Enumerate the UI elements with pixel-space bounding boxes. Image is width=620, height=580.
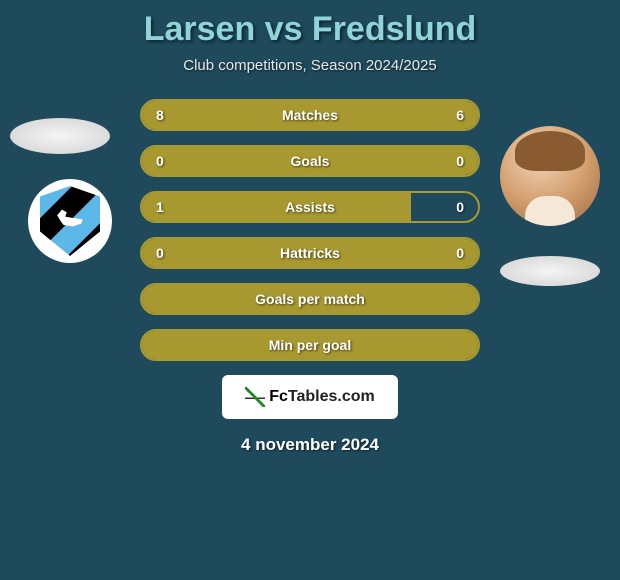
player-avatar-larsen bbox=[10, 118, 110, 154]
branding-text: FcTables.com bbox=[269, 388, 375, 406]
comparison-card: Larsen vs Fredslund Club competitions, S… bbox=[0, 0, 620, 455]
stat-label: Goals per match bbox=[182, 291, 438, 307]
shield-icon bbox=[40, 186, 100, 256]
stat-value-right: 0 bbox=[438, 245, 478, 261]
swan-icon bbox=[54, 204, 86, 232]
stat-value-right: 0 bbox=[438, 153, 478, 169]
stat-value-left: 8 bbox=[142, 107, 182, 123]
branding-link[interactable]: FcTables.com bbox=[222, 375, 398, 419]
branding-prefix: Fc bbox=[269, 388, 288, 405]
stat-value-right: 0 bbox=[438, 199, 478, 215]
stat-value-left: 0 bbox=[142, 245, 182, 261]
stat-row-goals-per-match: Goals per match bbox=[140, 283, 480, 315]
stat-label: Assists bbox=[182, 199, 438, 215]
stat-row-min-per-goal: Min per goal bbox=[140, 329, 480, 361]
stat-label: Matches bbox=[182, 107, 438, 123]
stat-value-left: 0 bbox=[142, 153, 182, 169]
club-badge-left bbox=[28, 179, 112, 263]
stat-value-right: 6 bbox=[438, 107, 478, 123]
stat-row-matches: 8 Matches 6 bbox=[140, 99, 480, 131]
chart-line-icon bbox=[245, 387, 265, 407]
stat-label: Min per goal bbox=[182, 337, 438, 353]
page-title: Larsen vs Fredslund bbox=[144, 10, 477, 49]
stat-label: Goals bbox=[182, 153, 438, 169]
footer-date: 4 november 2024 bbox=[241, 435, 379, 455]
stats-list: 8 Matches 6 0 Goals 0 1 Assists 0 0 Hatt… bbox=[140, 99, 480, 361]
page-subtitle: Club competitions, Season 2024/2025 bbox=[183, 57, 437, 74]
stat-value-left: 1 bbox=[142, 199, 182, 215]
player-avatar-fredslund bbox=[500, 126, 600, 226]
stat-label: Hattricks bbox=[182, 245, 438, 261]
club-badge-right bbox=[500, 256, 600, 286]
stat-row-assists: 1 Assists 0 bbox=[140, 191, 480, 223]
stat-row-hattricks: 0 Hattricks 0 bbox=[140, 237, 480, 269]
branding-suffix: Tables.com bbox=[288, 388, 375, 405]
stat-row-goals: 0 Goals 0 bbox=[140, 145, 480, 177]
